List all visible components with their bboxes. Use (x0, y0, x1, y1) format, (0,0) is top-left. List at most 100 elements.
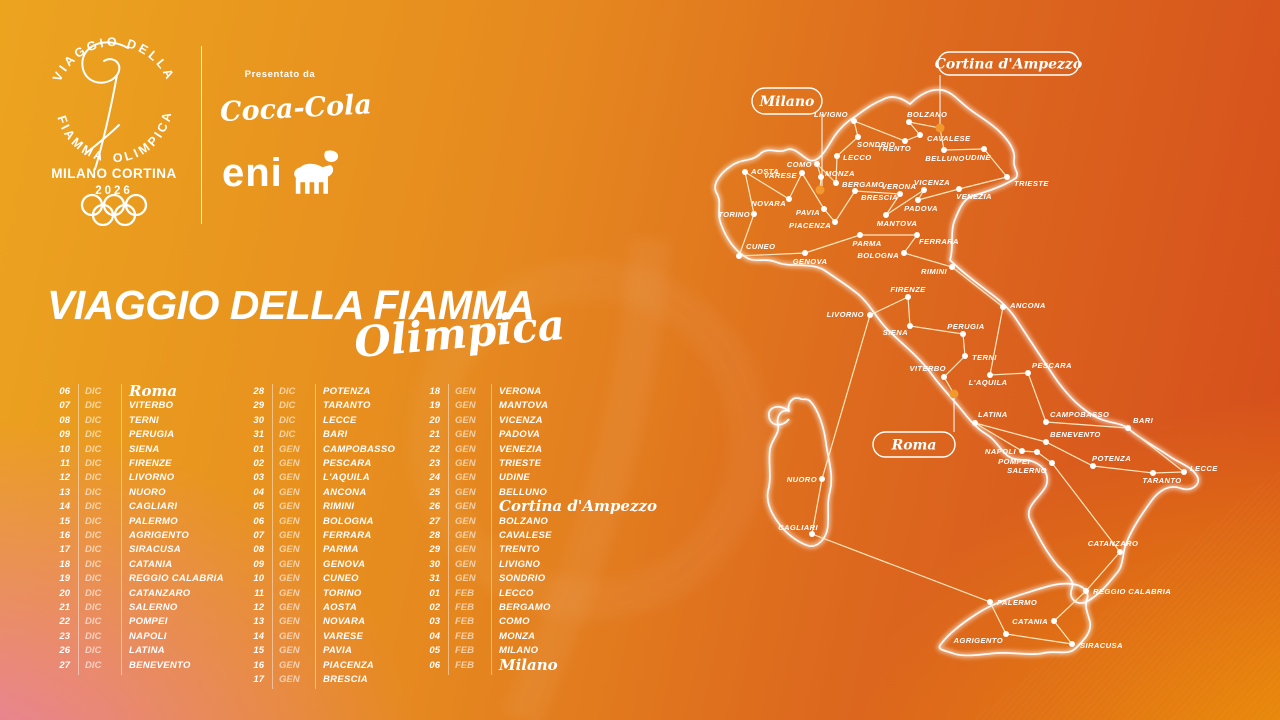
stage-day: 14 (59, 501, 70, 513)
stage-city: AOSTA (323, 602, 358, 613)
city-label: CAGLIARI (778, 523, 818, 532)
schedule-row: 01 FEB LECCO (418, 588, 638, 602)
stage-month: GEN (279, 659, 300, 671)
title-line1: VIAGGIO DELLA FIAMMA (47, 282, 535, 328)
stage-month: GEN (455, 458, 476, 469)
stage-month: GEN (279, 645, 300, 657)
city-node (915, 197, 921, 203)
city-label: VICENZA (914, 178, 950, 187)
stage-month: GEN (279, 472, 300, 484)
schedule-row: 11 DIC FIRENZE (48, 458, 268, 472)
stage-day: 06 (429, 659, 440, 671)
stage-city: Cortina d'Ampezzo (499, 497, 657, 516)
stage-day: 29 (253, 400, 264, 412)
stage-city: PIACENZA (323, 659, 374, 671)
city-node (832, 219, 838, 225)
stage-city: LECCE (323, 414, 357, 426)
column-divider (78, 384, 79, 675)
stage-day: 20 (59, 587, 70, 599)
schedule-row: 26 GEN Cortina d'Ampezzo (418, 497, 657, 515)
city-label: BARI (1133, 416, 1154, 425)
city-node (901, 250, 907, 256)
stage-city: PESCARA (323, 458, 372, 469)
stage-day: 09 (253, 558, 264, 570)
schedule-row: 03 GEN L'AQUILA (242, 472, 462, 486)
stage-city: TORINO (323, 587, 362, 599)
stage-month: DIC (279, 386, 296, 397)
stage-city: PADOVA (499, 429, 541, 441)
city-node (1004, 174, 1010, 180)
stage-city: NUORO (129, 486, 166, 498)
city-label: CATANIA (1012, 617, 1048, 626)
stage-day: 06 (253, 515, 264, 527)
city-label: BRESCIA (861, 193, 898, 202)
city-label: GENOVA (793, 257, 828, 266)
stage-month: FEB (455, 645, 474, 657)
city-label: BOLZANO (907, 110, 947, 119)
schedule-row: 01 GEN CAMPOBASSO (242, 444, 462, 458)
schedule-row: 07 DIC VITERBO (48, 400, 268, 414)
stage-day: 04 (253, 486, 264, 498)
column-divider (272, 384, 273, 690)
stage-day: 06 (59, 386, 70, 397)
schedule-row: 04 FEB MONZA (418, 631, 638, 645)
stage-city: POMPEI (129, 616, 168, 628)
schedule-row: 25 GEN BELLUNO (418, 487, 638, 501)
city-label: PARMA (852, 239, 881, 248)
city-node (883, 212, 889, 218)
stage-month: DIC (85, 558, 102, 570)
city-label: TERNI (972, 353, 997, 362)
city-label: RIMINI (921, 267, 948, 276)
city-label: PESCARA (1032, 361, 1072, 370)
stage-day: 30 (253, 414, 264, 426)
city-callouts: Milano Cortina d'Ampezzo Roma (751, 51, 1082, 458)
stage-month: GEN (455, 486, 476, 498)
stage-day: 11 (60, 458, 70, 469)
city-label: POMPEI (998, 457, 1030, 466)
schedule-row: 16 DIC AGRIGENTO (48, 530, 268, 544)
city-label: VENEZIA (956, 192, 992, 201)
stage-month: GEN (455, 501, 476, 513)
stage-city: CATANIA (129, 558, 173, 570)
schedule-row: 18 GEN VERONA (418, 386, 638, 400)
city-node (907, 323, 913, 329)
city-node (802, 250, 808, 256)
schedule-row: 06 FEB Milano (418, 656, 638, 674)
stage-month: GEN (279, 486, 300, 498)
schedule-row: 28 DIC POTENZA (242, 386, 462, 400)
stage-month: DIC (85, 630, 102, 642)
stage-city: BRESCIA (323, 674, 368, 685)
city-node (1043, 419, 1049, 425)
stage-month: DIC (85, 501, 102, 513)
stage-month: GEN (455, 515, 476, 527)
stage-day: 31 (429, 573, 440, 585)
stage-city: FERRARA (323, 530, 372, 541)
city-label: SIRACUSA (1080, 641, 1123, 650)
city-label: POTENZA (1092, 454, 1131, 463)
city-label: PERUGIA (947, 322, 984, 331)
stage-day: 18 (59, 558, 70, 570)
stage-city: Roma (129, 382, 178, 400)
schedule-row: 26 DIC LATINA (48, 645, 268, 659)
stage-city: MONZA (499, 630, 536, 642)
stage-day: 26 (59, 645, 70, 657)
city-node (902, 138, 908, 144)
schedule-row: 18 DIC CATANIA (48, 559, 268, 573)
city-node (1051, 618, 1057, 624)
stage-month: DIC (85, 573, 102, 585)
stage-day: 14 (253, 630, 264, 642)
stage-day: 28 (429, 530, 440, 541)
city-label: NOVARA (751, 199, 786, 208)
city-node (1049, 460, 1055, 466)
stage-day: 01 (253, 443, 264, 455)
stage-day: 31 (253, 429, 264, 441)
schedule-row: 11 GEN TORINO (242, 588, 462, 602)
city-label: TARANTO (1142, 476, 1181, 485)
schedule-row: 10 GEN CUNEO (242, 573, 462, 587)
stage-day: 29 (429, 544, 440, 556)
stage-month: GEN (455, 443, 476, 455)
stage-month: GEN (279, 530, 300, 541)
city-label: CATANZARO (1088, 539, 1139, 548)
torch-journey-emblem: VIAGGIO DELLA FIAMMA OLIMPICA MILANO COR… (50, 35, 176, 227)
city-label: VITERBO (909, 364, 946, 373)
